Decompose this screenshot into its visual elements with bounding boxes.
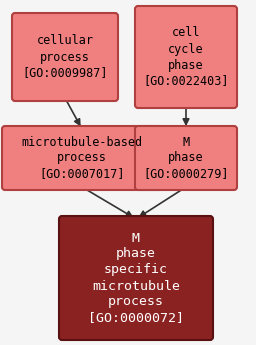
FancyBboxPatch shape xyxy=(59,216,213,340)
Text: M
phase
[GO:0000279]: M phase [GO:0000279] xyxy=(143,136,229,180)
FancyBboxPatch shape xyxy=(135,126,237,190)
Text: cellular
process
[GO:0009987]: cellular process [GO:0009987] xyxy=(22,34,108,79)
Text: microtubule-based
process
[GO:0007017]: microtubule-based process [GO:0007017] xyxy=(22,136,143,180)
FancyBboxPatch shape xyxy=(2,126,162,190)
Text: cell
cycle
phase
[GO:0022403]: cell cycle phase [GO:0022403] xyxy=(143,27,229,88)
FancyBboxPatch shape xyxy=(12,13,118,101)
Text: M
phase
specific
microtubule
process
[GO:0000072]: M phase specific microtubule process [GO… xyxy=(88,231,184,325)
FancyBboxPatch shape xyxy=(135,6,237,108)
